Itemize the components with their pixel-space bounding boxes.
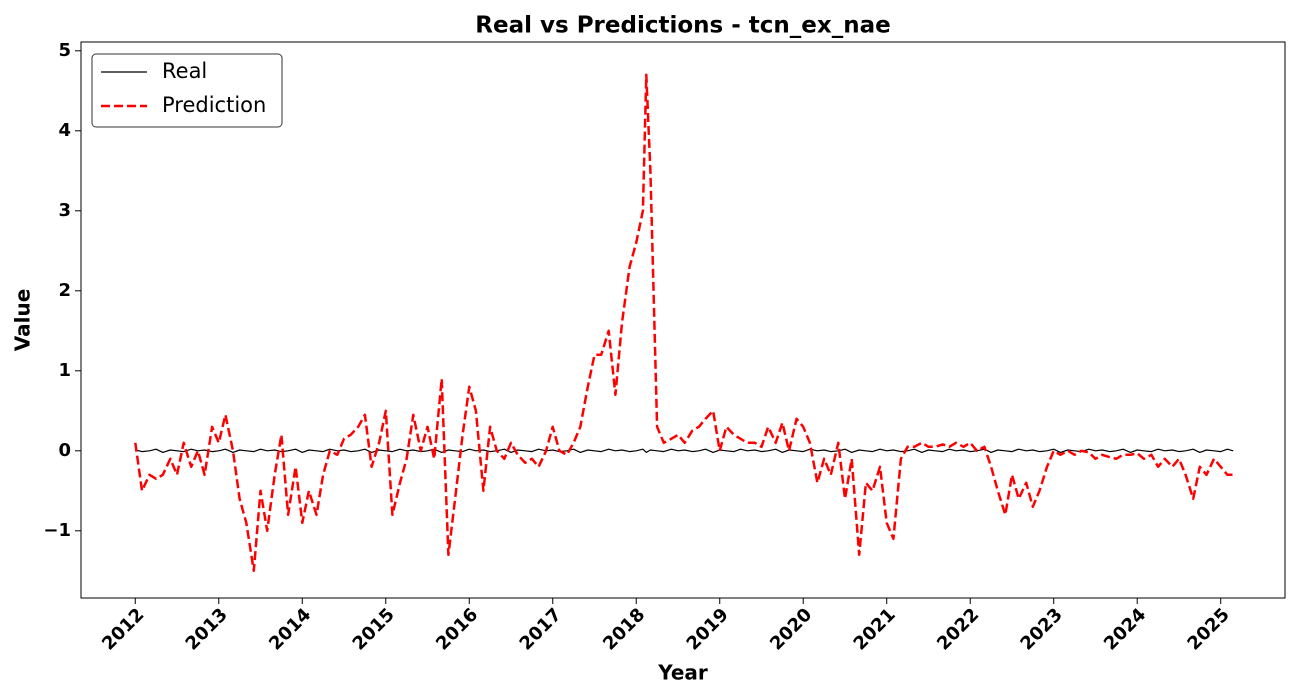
y-tick-label: −1 xyxy=(43,520,71,541)
y-tick-label: 3 xyxy=(58,200,71,221)
y-axis-label: Value xyxy=(11,289,35,352)
x-tick-label: 2024 xyxy=(1100,604,1150,654)
chart-title: Real vs Predictions - tcn_ex_nae xyxy=(475,13,890,39)
y-tick-label: 1 xyxy=(58,360,71,381)
x-tick-label: 2015 xyxy=(349,604,399,654)
y-tick-label: 4 xyxy=(58,120,71,141)
x-axis-label: Year xyxy=(657,661,708,685)
x-tick-label: 2021 xyxy=(850,604,900,654)
x-tick-label: 2017 xyxy=(516,604,566,654)
x-tick-label: 2019 xyxy=(683,604,733,654)
x-tick-label: 2025 xyxy=(1183,604,1233,654)
x-tick-label: 2013 xyxy=(182,604,232,654)
legend-label: Prediction xyxy=(162,93,266,117)
y-tick-label: 2 xyxy=(58,280,71,301)
legend-label: Real xyxy=(162,59,207,83)
plot-frame xyxy=(80,41,1286,599)
x-tick-label: 2022 xyxy=(933,604,983,654)
y-tick-label: 0 xyxy=(58,440,71,461)
series-line xyxy=(135,448,1234,453)
x-tick-label: 2023 xyxy=(1017,604,1067,654)
y-tick-label: 5 xyxy=(58,40,71,61)
x-tick-label: 2016 xyxy=(432,604,482,654)
x-tick-label: 2018 xyxy=(599,604,649,654)
x-tick-label: 2012 xyxy=(98,604,148,654)
x-tick-label: 2020 xyxy=(766,604,816,654)
series-line xyxy=(134,73,1234,573)
x-tick-label: 2014 xyxy=(265,604,315,654)
